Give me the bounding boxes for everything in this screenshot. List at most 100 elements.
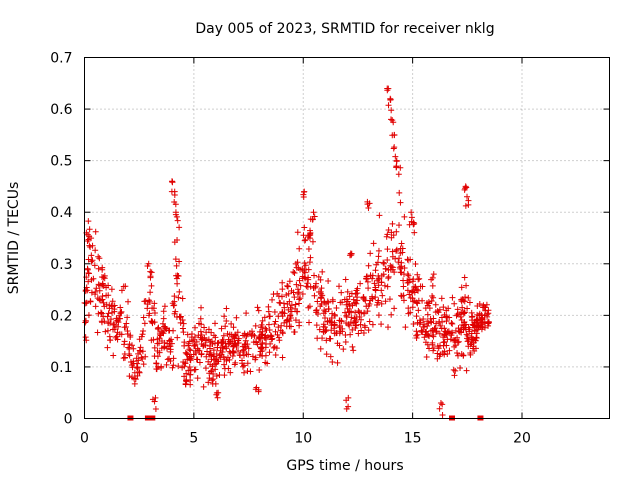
data-point [246,330,253,337]
data-point [352,309,359,316]
data-point [142,298,149,305]
y-tick-label: 0.1 [50,360,72,376]
data-point [176,288,183,295]
data-point [348,314,355,321]
data-point [171,239,178,246]
data-point [485,310,492,317]
data-point [305,276,312,283]
data-point [287,304,294,311]
data-point [313,309,320,316]
data-point [108,302,115,309]
data-point [151,353,158,360]
data-point [319,268,326,275]
data-point [329,319,336,326]
data-point [305,245,312,252]
data-point [329,358,336,365]
data-point [243,332,250,339]
data-point [476,310,483,317]
data-point [261,314,268,321]
data-point [348,308,355,315]
data-point [96,287,103,294]
data-point [283,291,290,298]
data-point [369,272,376,279]
data-point [256,335,263,342]
data-point [204,348,211,355]
data-point [171,293,178,300]
data-point [133,364,140,371]
data-point [410,287,417,294]
data-point [466,299,473,306]
data-point [404,279,411,286]
data-point [427,327,434,334]
data-point [173,275,180,282]
data-point [437,322,444,329]
data-point [189,337,196,344]
data-point [113,315,120,322]
data-point [342,276,349,283]
data-point [89,242,96,249]
data-point [350,347,357,354]
data-point [147,289,154,296]
data-point [382,265,389,272]
data-point [438,295,445,302]
data-point [104,344,111,351]
axis-ticks: 0 0.1 0.2 0.3 0.4 0.5 0.6 0.7 0 5 10 15 20 [50,51,610,447]
data-point [126,352,133,359]
data-point [439,318,446,325]
data-point [121,341,128,348]
data-point [214,394,221,401]
data-point [414,300,421,307]
data-point [223,343,230,350]
data-point [338,289,345,296]
data-point [464,332,471,339]
data-point [398,293,405,300]
data-point [217,354,224,361]
data-point [297,295,304,302]
data-point [388,311,395,318]
data-point [378,321,385,328]
data-point [85,218,92,225]
data-point [466,326,473,333]
data-point [331,330,338,337]
data-point [159,320,166,327]
data-point [182,349,189,356]
data-point [272,328,279,335]
data-point [320,321,327,328]
data-point [195,332,202,339]
data-point [266,349,273,356]
data-point [259,324,266,331]
data-point [117,304,124,311]
data-point [309,238,316,245]
data-point [325,277,332,284]
data-point [84,287,91,294]
data-point [292,317,299,324]
data-point [94,295,101,302]
data-point [451,337,458,344]
data-point [194,345,201,352]
data-point [446,314,453,321]
data-point [365,205,372,212]
data-point [454,339,461,346]
plot-frame [84,57,610,419]
data-point [186,346,193,353]
data-point [346,252,353,259]
data-point [349,343,356,350]
data-point [279,354,286,361]
data-point [311,292,318,299]
data-point [446,347,453,354]
data-point [360,329,367,336]
data-point [223,317,230,324]
data-point [397,199,404,206]
data-point [415,307,422,314]
data-point [416,317,423,324]
data-point [398,269,405,276]
data-point [241,369,248,376]
data-point [106,320,113,327]
data-point [372,267,379,274]
data-point [382,298,389,305]
data-point [96,282,103,289]
data-point [300,232,307,239]
data-point [145,312,152,319]
data-point [213,389,220,396]
data-point [124,331,131,338]
